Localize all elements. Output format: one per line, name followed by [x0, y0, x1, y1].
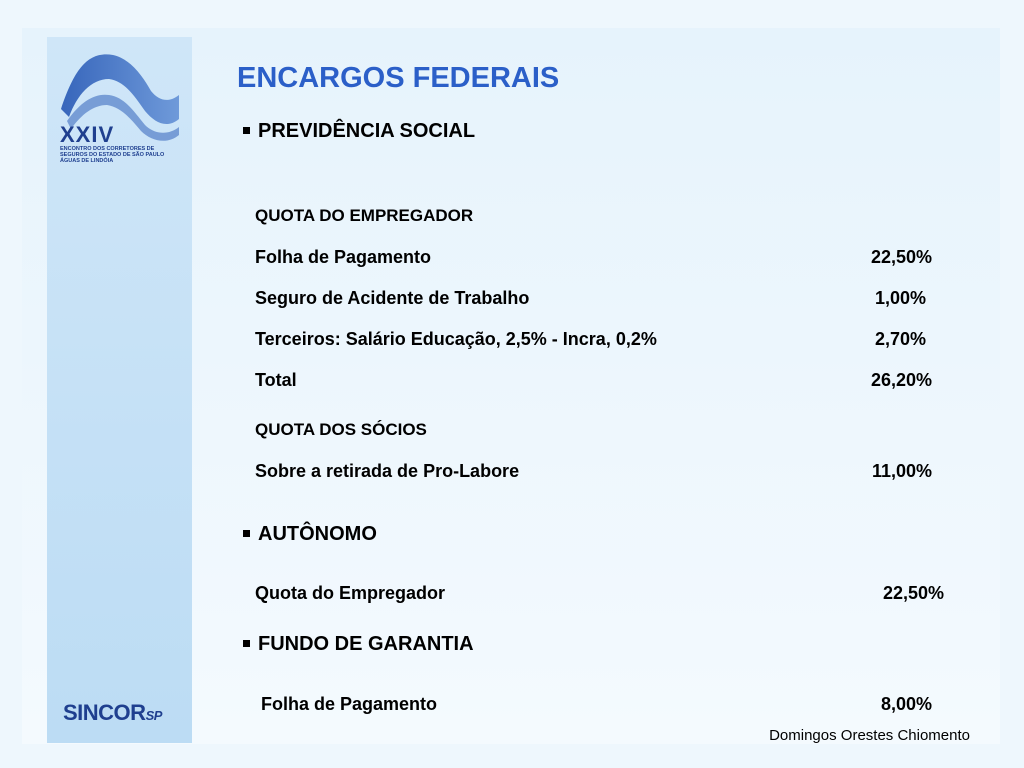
- row-label-total: Total: [255, 370, 297, 390]
- row-value: 8,00%: [880, 694, 932, 714]
- subheading-quota-empregador: QUOTA DO EMPREGADOR: [255, 206, 474, 225]
- row-value: 2,70%: [874, 329, 926, 349]
- event-caption-line: ÁGUAS DE LINDÓIA: [60, 158, 114, 164]
- row-label: Sobre a retirada de Pro-Labore: [255, 461, 520, 481]
- bullet-square-icon: [243, 126, 250, 134]
- row-value: 1,00%: [874, 288, 926, 308]
- row-label: Terceiros: Salário Educação, 2,5% - Incr…: [255, 329, 657, 349]
- left-decorative-band: [47, 37, 192, 743]
- section-heading-fundo: FUNDO DE GARANTIA: [243, 633, 474, 656]
- row-label: Seguro de Acidente de Trabalho: [255, 288, 530, 308]
- author-credit: Domingos Orestes Chiomento: [769, 727, 970, 744]
- section-heading-previdencia: PREVIDÊNCIA SOCIAL: [243, 120, 475, 143]
- subheading-quota-socios: QUOTA DOS SÓCIOS: [255, 420, 427, 439]
- row-label: Folha de Pagamento: [255, 247, 432, 267]
- row-value-total: 26,20%: [870, 370, 932, 390]
- event-edition-numeral: XXIV: [60, 122, 115, 147]
- row-value: 22,50%: [870, 247, 932, 267]
- sincor-logo: SINCORSP: [63, 700, 162, 726]
- row-label: Folha de Pagamento: [261, 694, 438, 714]
- event-logo-graphic: [61, 54, 179, 141]
- bullet-square-icon: [243, 529, 250, 537]
- sincor-brand: SINCOR: [63, 700, 146, 725]
- row-label: Quota do Empregador: [255, 583, 446, 603]
- bullet-square-icon: [243, 639, 250, 647]
- page-title: ENCARGOS FEDERAIS: [237, 62, 560, 94]
- row-value: 11,00%: [871, 461, 932, 481]
- event-caption: ENCONTRO DOS CORRETORES DE SEGUROS DO ES…: [60, 146, 186, 164]
- sincor-suffix: SP: [145, 708, 163, 723]
- row-value: 22,50%: [882, 583, 944, 603]
- event-caption-line: ENCONTRO DOS CORRETORES DE: [60, 146, 155, 152]
- section-heading-autonomo: AUTÔNOMO: [243, 523, 377, 546]
- event-caption-line: SEGUROS DO ESTADO DE SÃO PAULO: [60, 152, 165, 158]
